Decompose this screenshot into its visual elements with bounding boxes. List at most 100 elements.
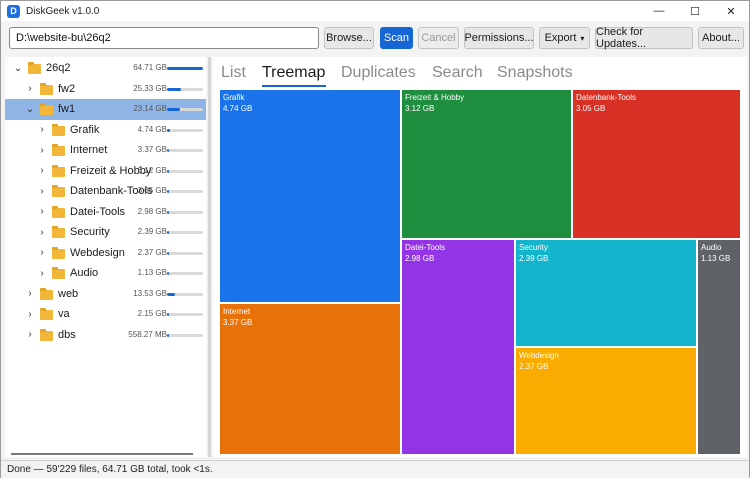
chevron-down-icon[interactable]: ⌄ (13, 62, 23, 74)
tree-item[interactable]: › Webdesign 2.37 GB (5, 243, 206, 264)
maximize-icon[interactable]: ☐ (690, 5, 700, 18)
size-bar-fill (167, 272, 169, 275)
export-button[interactable]: Export ▾ (539, 27, 590, 49)
permissions-button[interactable]: Permissions... (464, 27, 534, 49)
chevron-right-icon[interactable]: › (40, 185, 44, 197)
size-bar (167, 87, 203, 91)
tree-item-label: Datenbank-Tools (70, 185, 153, 197)
tree-item[interactable]: › va 2.15 GB (5, 304, 206, 325)
tree-item[interactable]: ⌄ 26q2 64.71 GB (5, 58, 206, 79)
tree-item-size: 1.13 GB (137, 268, 167, 277)
chevron-right-icon[interactable]: › (40, 206, 44, 217)
tree-item-label: Internet (70, 144, 108, 156)
tree-item[interactable]: › Freizeit & Hobby 3.12 GB (5, 161, 206, 182)
chevron-right-icon[interactable]: › (28, 329, 32, 340)
tree-item[interactable]: › dbs 558.27 MB (5, 325, 206, 346)
title-bar: D DiskGeek v1.0.0 — ☐ ✕ (1, 1, 749, 21)
size-bar (167, 231, 203, 234)
panel-splitter[interactable] (208, 57, 211, 457)
tab-search[interactable]: Search (432, 64, 483, 81)
folder-icon (40, 103, 53, 115)
minimize-icon[interactable]: — (653, 5, 665, 17)
main-content: List Treemap Duplicates Search Snapshots Gra… (213, 57, 747, 457)
path-input[interactable] (9, 27, 319, 49)
size-bar (167, 272, 203, 275)
tree-item-label: Freizeit & Hobby (70, 164, 152, 177)
treemap-tile[interactable]: Webdesign 2.37 GB (515, 347, 697, 455)
window-controls: — ☐ ✕ (641, 1, 749, 21)
size-bar-fill (167, 313, 169, 316)
dropdown-arrow-icon: ▾ (580, 33, 585, 43)
size-bar (167, 67, 203, 70)
treemap-tile[interactable]: Freizeit & Hobby 3.12 GB (401, 89, 572, 239)
tile-name: Datenbank-Tools (576, 93, 637, 102)
cancel-button[interactable]: Cancel (418, 27, 459, 49)
folder-icon (52, 246, 65, 259)
chevron-right-icon[interactable]: › (40, 144, 44, 156)
treemap-tile[interactable]: Grafik 4.74 GB (219, 89, 401, 303)
tree-item[interactable]: › Audio 1.13 GB (5, 263, 206, 284)
folder-icon (28, 62, 41, 74)
folder-icon (52, 267, 65, 279)
tree-item[interactable]: › Internet 3.37 GB (5, 140, 206, 161)
tree-item-size: 23.14 GB (133, 104, 167, 113)
tree-item-label: Audio (70, 267, 99, 279)
chevron-down-icon[interactable]: ⌄ (25, 103, 35, 115)
tree-item[interactable]: › fw2 25.33 GB (5, 79, 206, 100)
chevron-right-icon[interactable]: › (40, 247, 44, 258)
close-icon[interactable]: ✕ (726, 5, 736, 18)
tree-item[interactable]: › web 13.53 GB (5, 284, 206, 305)
tree-item[interactable]: › Grafik 4.74 GB (5, 120, 206, 141)
tree-item-size: 2.39 GB (137, 227, 167, 236)
tree-item[interactable]: ⌄ fw1 23.14 GB (5, 99, 206, 120)
tile-size: 1.13 GB (701, 254, 731, 263)
tab-snapshots[interactable]: Snapshots (497, 64, 573, 81)
folder-icon (52, 205, 65, 218)
size-bar-fill (167, 169, 169, 173)
tile-name: Audio (701, 243, 722, 252)
chevron-right-icon[interactable]: › (28, 288, 32, 299)
size-bar (167, 210, 203, 214)
check-updates-button[interactable]: Check for Updates... (595, 26, 693, 50)
size-bar-fill (167, 292, 175, 296)
chevron-right-icon[interactable]: › (40, 124, 44, 135)
view-tabs: List Treemap Duplicates Search Snapshots (213, 57, 747, 89)
chevron-right-icon[interactable]: › (40, 267, 44, 279)
tree-item-label: fw2 (58, 82, 76, 95)
tree-item[interactable]: › Security 2.39 GB (5, 222, 206, 243)
treemap-tile[interactable]: Datenbank-Tools 3.05 GB (572, 89, 741, 239)
tab-treemap[interactable]: Treemap (262, 64, 326, 81)
tab-list[interactable]: List (221, 64, 246, 81)
browse-button[interactable]: Browse... (324, 27, 374, 49)
chevron-right-icon[interactable]: › (40, 165, 44, 176)
about-button[interactable]: About... (698, 27, 744, 49)
tree-item-label: Webdesign (70, 246, 125, 259)
folder-icon (52, 226, 65, 238)
tree-item[interactable]: › Datei-Tools 2.98 GB (5, 202, 206, 223)
tree-item[interactable]: › Datenbank-Tools 3.05 GB (5, 181, 206, 202)
size-bar-fill (167, 67, 203, 70)
size-bar (167, 108, 203, 111)
chevron-right-icon[interactable]: › (28, 83, 32, 94)
folder-icon (40, 287, 53, 300)
treemap-tile[interactable]: Datei-Tools 2.98 GB (401, 239, 515, 455)
folder-icon (52, 144, 65, 156)
chevron-right-icon[interactable]: › (40, 226, 44, 238)
scan-button[interactable]: Scan (380, 27, 413, 49)
tree-item-label: fw1 (58, 103, 76, 115)
folder-icon (40, 82, 53, 95)
tree-item-label: dbs (58, 328, 76, 341)
tree-horizontal-scrollbar[interactable] (11, 453, 193, 455)
treemap-tile[interactable]: Audio 1.13 GB (697, 239, 741, 455)
tree-item-label: Datei-Tools (70, 205, 126, 218)
treemap-tile[interactable]: Security 2.39 GB (515, 239, 697, 347)
size-bar (167, 292, 203, 296)
tree-item-size: 2.37 GB (137, 247, 167, 257)
chevron-right-icon[interactable]: › (28, 308, 32, 320)
treemap-view[interactable]: Grafik 4.74 GB Internet 3.37 GB Freizeit & H… (219, 89, 741, 455)
size-bar-fill (167, 87, 182, 91)
folder-tree[interactable]: ⌄ 26q2 64.71 GB › fw2 25.33 GB ⌄ fw1 23.14 GB › Gr… (5, 57, 206, 457)
tree-item-size: 25.33 GB (133, 83, 167, 93)
tab-duplicates[interactable]: Duplicates (341, 64, 416, 81)
treemap-tile[interactable]: Internet 3.37 GB (219, 303, 401, 455)
